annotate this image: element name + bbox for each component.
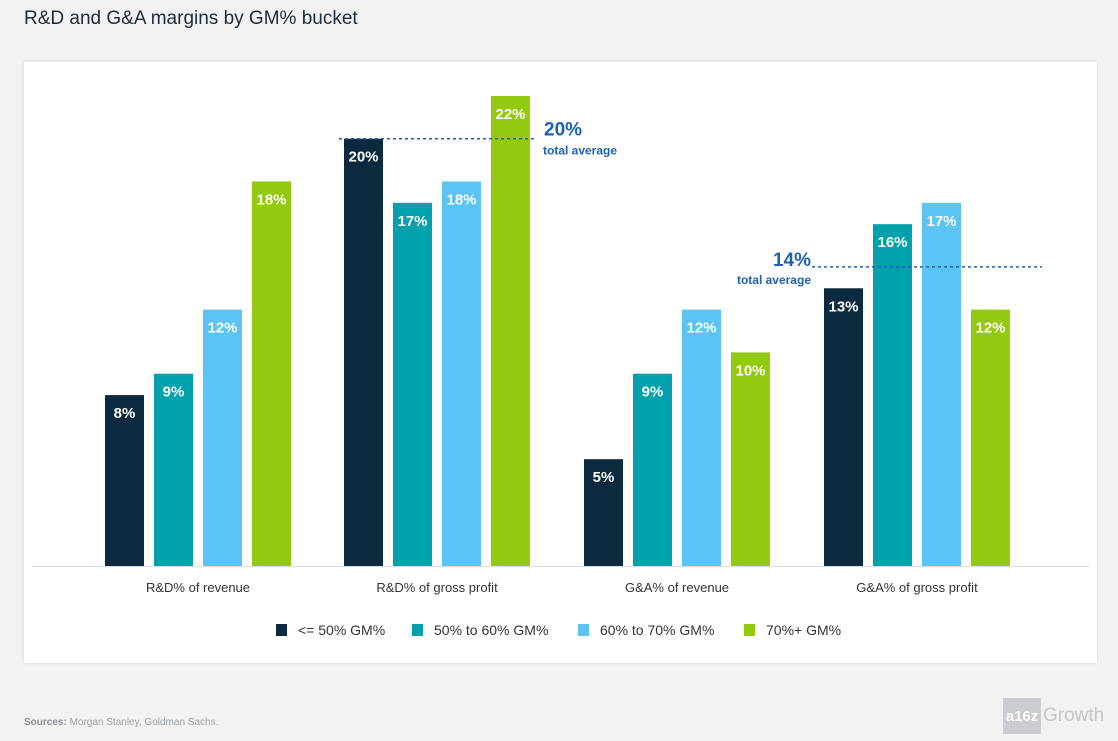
sources-text: Morgan Stanley, Goldman Sachs. — [66, 717, 219, 728]
bar-value-label: 22% — [495, 106, 525, 123]
bar-2-1 — [344, 138, 383, 566]
bar-3-3 — [682, 309, 721, 566]
bar-4-1 — [824, 288, 863, 566]
average-value-label: 14% — [773, 250, 811, 271]
bar-value-label: 17% — [397, 213, 427, 230]
bar-value-label: 12% — [686, 320, 716, 337]
sources-label: Sources: — [24, 717, 67, 728]
logo-mark: a16z — [1003, 698, 1041, 734]
x-tick-label: R&D% of revenue — [146, 580, 250, 595]
legend-swatch-2 — [412, 624, 423, 636]
legend-swatch-4 — [744, 624, 755, 636]
bar-2-4 — [491, 96, 530, 566]
logo-word: Growth — [1043, 705, 1105, 726]
x-tick-label: G&A% of revenue — [625, 580, 729, 595]
bar-1-1 — [105, 395, 144, 566]
bar-value-label: 8% — [114, 405, 136, 422]
bar-value-label: 13% — [828, 298, 858, 315]
sources-note: Sources: Morgan Stanley, Goldman Sachs. — [24, 717, 218, 728]
bar-1-4 — [252, 181, 291, 567]
bar-4-4 — [971, 309, 1010, 566]
bar-2-3 — [442, 181, 481, 567]
legend-swatch-1 — [276, 624, 287, 636]
bar-2-2 — [393, 202, 432, 566]
average-caption: total average — [737, 273, 811, 287]
chart-card: 8% 9% 12% 18% R&D% of revenue 20% 17% 18% 22% R&D… — [24, 62, 1097, 663]
bar-chart: 8% 9% 12% 18% R&D% of revenue 20% 17% 18% 22% R&D… — [32, 96, 1089, 638]
average-value-label: 20% — [544, 120, 582, 141]
legend-label-1: <= 50% GM% — [298, 622, 385, 638]
bar-value-label: 5% — [593, 469, 615, 486]
bar-3-1 — [584, 459, 623, 566]
bar-value-label: 16% — [877, 234, 907, 251]
a16z-growth-logo: a16z Growth — [1003, 698, 1104, 734]
x-tick-label: R&D% of gross profit — [376, 580, 498, 595]
bar-4-2 — [873, 224, 912, 566]
bar-value-label: 18% — [446, 191, 476, 208]
bar-1-3 — [203, 309, 242, 566]
bar-3-4 — [731, 352, 770, 566]
bar-3-2 — [633, 373, 672, 566]
bar-value-label: 18% — [256, 191, 286, 208]
legend-label-2: 50% to 60% GM% — [434, 622, 548, 638]
bar-value-label: 12% — [207, 320, 237, 337]
x-tick-label: G&A% of gross profit — [856, 580, 978, 595]
page-title: R&D and G&A margins by GM% bucket — [24, 8, 358, 29]
bar-value-label: 20% — [348, 149, 378, 166]
bar-4-3 — [922, 202, 961, 566]
legend-label-4: 70%+ GM% — [766, 622, 841, 638]
bar-value-label: 9% — [163, 384, 185, 401]
bar-value-label: 10% — [735, 362, 765, 379]
legend-label-3: 60% to 70% GM% — [600, 622, 714, 638]
bar-value-label: 9% — [642, 384, 664, 401]
bar-value-label: 17% — [926, 213, 956, 230]
bar-1-2 — [154, 373, 193, 566]
legend-swatch-3 — [578, 624, 589, 636]
bar-value-label: 12% — [975, 320, 1005, 337]
average-caption: total average — [543, 144, 617, 158]
